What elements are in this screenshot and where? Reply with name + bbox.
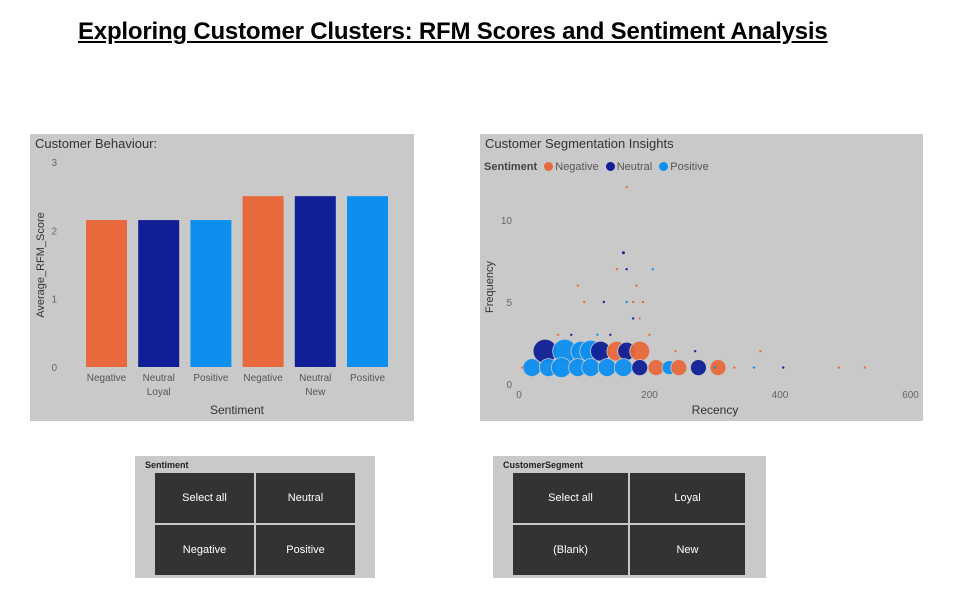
bar-positive-loyal[interactable] bbox=[190, 220, 232, 367]
scatter-point-negative[interactable] bbox=[629, 340, 651, 362]
scatter-point-neutral[interactable] bbox=[782, 366, 785, 369]
scatter-x-tick-label: 400 bbox=[772, 390, 789, 401]
scatter-point-neutral[interactable] bbox=[609, 333, 612, 336]
scatter-point-positive[interactable] bbox=[597, 358, 617, 378]
scatter-point-neutral[interactable] bbox=[631, 317, 635, 320]
scatter-point-positive[interactable] bbox=[581, 358, 601, 378]
customer-segment-slicer: CustomerSegment Select all Loyal (Blank)… bbox=[493, 456, 766, 578]
scatter-point-positive[interactable] bbox=[613, 358, 633, 378]
scatter-point-negative[interactable] bbox=[837, 366, 840, 369]
scatter-x-tick-label: 0 bbox=[516, 390, 522, 401]
scatter-x-axis-title: Recency bbox=[692, 403, 739, 417]
sentiment-neutral-button[interactable]: Neutral bbox=[256, 473, 355, 523]
bar-neutral-loyal[interactable] bbox=[138, 220, 180, 367]
scatter-point-negative[interactable] bbox=[670, 359, 688, 377]
scatter-point-negative[interactable] bbox=[733, 366, 736, 369]
bar-x-group-label: New bbox=[305, 387, 326, 398]
scatter-point-negative[interactable] bbox=[647, 359, 665, 377]
sentiment-negative-button[interactable]: Negative bbox=[155, 525, 254, 575]
scatter-x-tick-label: 200 bbox=[641, 390, 658, 401]
bar-negative-new[interactable] bbox=[242, 196, 284, 367]
bar-x-tick-label: Neutral bbox=[143, 373, 175, 384]
scatter-y-tick-label: 0 bbox=[506, 380, 512, 391]
scatter-point-positive[interactable] bbox=[752, 366, 756, 369]
scatter-x-tick-label: 600 bbox=[902, 390, 919, 401]
scatter-legend: Sentiment Negative Neutral Positive bbox=[484, 161, 713, 173]
scatter-point-negative[interactable] bbox=[625, 186, 628, 189]
scatter-point-positive[interactable] bbox=[651, 268, 654, 271]
scatter-point-negative[interactable] bbox=[638, 317, 641, 320]
bar-y-tick-label: 0 bbox=[51, 363, 57, 374]
sentiment-positive-button[interactable]: Positive bbox=[256, 525, 355, 575]
scatter-point-positive[interactable] bbox=[713, 366, 716, 369]
scatter-point-negative[interactable] bbox=[641, 300, 645, 304]
scatter-chart-canvas: 0 5 10 0 200 400 600 Recency Frequency bbox=[484, 186, 919, 417]
bar-y-tick-label: 2 bbox=[51, 226, 57, 237]
scatter-point-negative[interactable] bbox=[521, 366, 524, 369]
scatter-point-negative[interactable] bbox=[648, 333, 651, 336]
segment-loyal-button[interactable]: Loyal bbox=[630, 473, 745, 523]
scatter-chart-title: Customer Segmentation Insights bbox=[485, 136, 674, 151]
scatter-point-negative[interactable] bbox=[759, 350, 762, 353]
bar-x-tick-label: Negative bbox=[243, 373, 283, 384]
bar-x-tick-label: Negative bbox=[87, 373, 127, 384]
scatter-point-positive[interactable] bbox=[625, 300, 628, 304]
scatter-y-tick-label: 5 bbox=[506, 298, 512, 309]
bar-negative-loyal[interactable] bbox=[86, 220, 127, 367]
bar-x-group-label: Loyal bbox=[147, 387, 171, 398]
customer-behaviour-chart[interactable]: Customer Behaviour: 0 1 2 3 Negative Neutral P… bbox=[30, 134, 414, 421]
legend-item-positive[interactable]: Positive bbox=[659, 161, 709, 173]
scatter-point-negative[interactable] bbox=[576, 284, 579, 287]
legend-title: Sentiment bbox=[484, 161, 538, 173]
scatter-point-neutral[interactable] bbox=[690, 359, 707, 377]
page-title: Exploring Customer Clusters: RFM Scores … bbox=[78, 18, 828, 45]
segment-select-all-button[interactable]: Select all bbox=[513, 473, 628, 523]
legend-item-neutral[interactable]: Neutral bbox=[605, 161, 652, 173]
bar-chart-title: Customer Behaviour: bbox=[35, 136, 158, 151]
scatter-point-positive[interactable] bbox=[522, 358, 542, 378]
segment-slicer-title: CustomerSegment bbox=[503, 460, 584, 470]
scatter-point-neutral[interactable] bbox=[631, 359, 649, 377]
scatter-point-negative[interactable] bbox=[674, 350, 677, 353]
scatter-y-tick-label: 10 bbox=[501, 216, 513, 227]
bar-y-tick-label: 3 bbox=[51, 158, 57, 169]
scatter-point-neutral[interactable] bbox=[570, 333, 573, 336]
bar-x-axis-title: Sentiment bbox=[210, 403, 265, 417]
scatter-point-neutral[interactable] bbox=[621, 251, 625, 255]
segment-new-button[interactable]: New bbox=[630, 525, 745, 575]
bar-chart-canvas: 0 1 2 3 Negative Neutral Positive Negative Neutr… bbox=[35, 158, 388, 417]
scatter-point-neutral[interactable] bbox=[693, 350, 697, 353]
sentiment-slicer: Sentiment Select all Neutral Negative Po… bbox=[135, 456, 375, 578]
segmentation-insights-chart[interactable]: Customer Segmentation Insights Sentiment… bbox=[480, 134, 923, 421]
scatter-point-negative[interactable] bbox=[556, 333, 560, 336]
scatter-y-axis-title: Frequency bbox=[484, 261, 496, 313]
legend-item-negative[interactable]: Negative bbox=[544, 161, 599, 173]
bar-x-tick-label: Positive bbox=[193, 373, 228, 384]
bar-x-tick-label: Neutral bbox=[299, 373, 331, 384]
scatter-point-negative[interactable] bbox=[635, 284, 638, 287]
scatter-point-positive[interactable] bbox=[596, 333, 599, 336]
scatter-point-negative[interactable] bbox=[709, 359, 727, 377]
scatter-point-negative[interactable] bbox=[631, 300, 635, 304]
bar-y-axis-title: Average_RFM_Score bbox=[35, 212, 47, 318]
bar-x-tick-label: Positive bbox=[350, 373, 385, 384]
sentiment-select-all-button[interactable]: Select all bbox=[155, 473, 254, 523]
segment-blank-button[interactable]: (Blank) bbox=[513, 525, 628, 575]
bar-y-tick-label: 1 bbox=[51, 295, 57, 306]
sentiment-slicer-title: Sentiment bbox=[145, 460, 189, 470]
scatter-point-negative[interactable] bbox=[615, 268, 619, 271]
scatter-point-neutral[interactable] bbox=[625, 268, 628, 271]
scatter-point-negative[interactable] bbox=[583, 300, 586, 304]
scatter-point-negative[interactable] bbox=[863, 366, 867, 369]
bar-neutral-new[interactable] bbox=[294, 196, 336, 367]
bar-positive-new[interactable] bbox=[347, 196, 388, 367]
scatter-point-neutral[interactable] bbox=[602, 300, 606, 304]
